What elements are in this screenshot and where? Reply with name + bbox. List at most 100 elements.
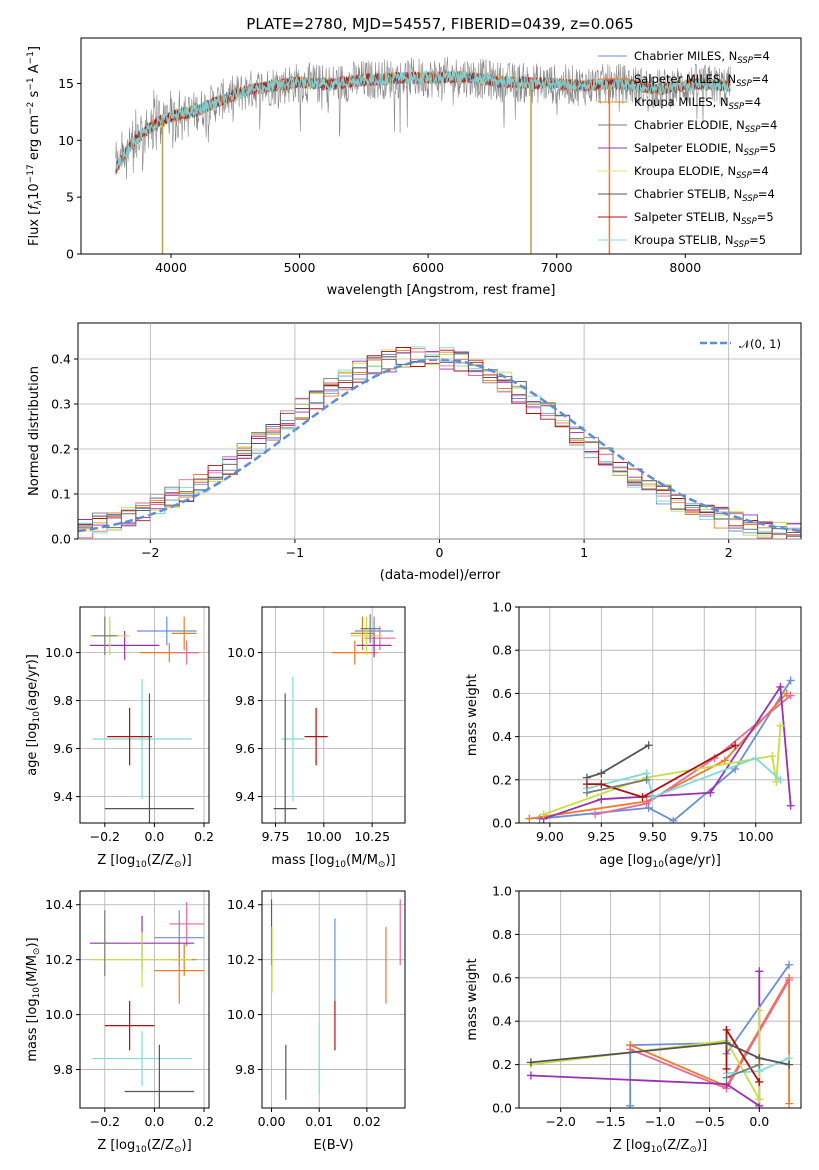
age-vs-z-errorbar-point: [92, 616, 118, 655]
legend-entry: Salpeter ELODIE, NSSP=5: [634, 141, 776, 158]
weight-vs-age-point-marker: [597, 780, 606, 789]
weight-vs-age-point-marker: [638, 793, 647, 802]
weight-vs-z-point-marker: [785, 960, 794, 969]
spectrum-y-label: Flux [fλ10−17 erg cm−2 s−1 A−1]: [26, 46, 44, 246]
age-vs-mass-panel: 9.75 10.00 10.25 9.4 9.6 9.8 10.0 mass [log10(M…: [227, 606, 406, 870]
weight-vs-age-point-marker: [644, 741, 653, 750]
spectrum-legend: Chabrier MILES, NSSP=4 Salpeter MILES, NS…: [598, 49, 777, 250]
mass-vs-z-errorbar-point: [92, 1031, 192, 1087]
mass-vs-z-panel: −0.2 0.0 0.2 9.8 10.0 10.2 10.4 Z [log10(Z/Z⊙)]…: [25, 890, 214, 1155]
weight-vs-age-y-label: mass weight: [465, 674, 480, 756]
legend-entry: Chabrier ELODIE, NSSP=4: [634, 118, 777, 135]
age-vs-mass-y-tick-label: 10.0: [227, 645, 255, 660]
mass-vs-z-y-tick-label: 10.0: [45, 1007, 73, 1022]
mass-vs-z-axes-frame: [79, 890, 210, 1109]
weight-vs-z-point-marker: [526, 1071, 535, 1080]
small-panels: −0.2 0.0 0.2 9.4 9.6 9.8 10.0 Z [log10(Z/Z⊙)] ag…: [25, 600, 802, 1155]
weight-vs-z-point-marker: [755, 1077, 764, 1086]
weight-vs-age-point-marker: [669, 816, 678, 823]
spectrum-x-tick-label: 6000: [412, 260, 444, 275]
mass-vs-z-errorbar-point: [104, 1000, 155, 1051]
mass-vs-z-y-tick-label: 10.2: [45, 952, 73, 967]
weight-vs-age-point-marker: [751, 754, 760, 763]
age-vs-mass-errorbars: [273, 614, 396, 823]
age-vs-z-panel: −0.2 0.0 0.2 9.4 9.6 9.8 10.0 Z [log10(Z/Z⊙)] ag…: [25, 606, 214, 870]
age-vs-z-x-label: Z [log10(Z/Z⊙)]: [97, 853, 191, 870]
weight-vs-z-point-marker: [785, 975, 794, 984]
weight-vs-age-series-line: [586, 778, 647, 794]
weight-vs-z-panel: −2.0 −1.5 −1.0 −0.5 0.0 0.0 0.2 0.4 0.6 0.8 1.0 Z […: [465, 884, 802, 1155]
age-vs-z-errorbar-point: [176, 640, 197, 665]
spectrum-plot: [115, 56, 731, 254]
weight-vs-age-x-tick-label: 9.25: [587, 829, 615, 844]
weight-vs-age-point-marker: [786, 676, 795, 685]
legend-entry: Salpeter STELIB, NSSP=5: [634, 210, 774, 227]
mass-vs-z-y-tick-label: 9.8: [53, 1062, 73, 1077]
weight-vs-z-y-tick-label: 0.4: [492, 1014, 512, 1029]
mass-vs-z-x-tick-label: 0.2: [194, 1114, 214, 1129]
spectrum-panel: 4000 5000 6000 7000 8000 0 5 10 15 Chabrier MILE…: [26, 37, 802, 298]
weight-vs-z-y-tick-label: 0.6: [492, 970, 512, 985]
weight-vs-z-point-marker: [722, 1038, 731, 1047]
age-vs-z-errorbar-point: [104, 693, 195, 823]
mass-vs-ebv-x-tick-label: 0.02: [353, 1114, 381, 1129]
weight-vs-z-x-tick-label: −0.5: [694, 1114, 724, 1129]
weight-vs-z-point-marker: [722, 1073, 731, 1082]
spectrum-y-tick-label: 5: [66, 190, 74, 205]
histogram-x-tick-label: −2: [141, 545, 159, 560]
spectrum-y-tick-label: 0: [66, 247, 74, 262]
weight-vs-age-point-marker: [597, 795, 606, 804]
histogram-y-label: Normed distribution: [27, 366, 42, 496]
mass-vs-ebv-y-tick-label: 10.0: [227, 1007, 255, 1022]
age-vs-mass-errorbar-point: [273, 693, 297, 823]
spectrum-x-label: wavelength [Angstrom, rest frame]: [327, 283, 556, 298]
weight-vs-age-series-line: [586, 744, 736, 799]
age-vs-z-y-tick-label: 10.0: [45, 645, 73, 660]
mass-vs-z-x-tick-label: −0.2: [90, 1114, 120, 1129]
weight-vs-age-point-marker: [731, 741, 740, 750]
spectrum-ticks: 4000 5000 6000 7000 8000 0 5 10 15: [58, 76, 701, 275]
mass-vs-ebv-y-tick-label: 10.2: [227, 952, 255, 967]
spectrum-x-tick-label: 4000: [155, 260, 187, 275]
spectrum-x-tick-label: 7000: [541, 260, 573, 275]
mass-vs-z-errorbar-point: [169, 901, 205, 946]
weight-vs-z-point-marker: [755, 1095, 764, 1104]
mass-vs-ebv-axes-frame: [261, 890, 406, 1109]
age-vs-mass-x-tick-label: 9.75: [262, 829, 290, 844]
weight-vs-z-point-marker: [722, 1064, 731, 1073]
age-vs-z-x-tick-label: 0.0: [144, 829, 164, 844]
age-vs-z-y-tick-label: 9.8: [53, 693, 73, 708]
legend-entry: Kroupa ELODIE, NSSP=4: [634, 164, 769, 181]
weight-vs-age-series-line: [539, 679, 792, 822]
age-vs-mass-errorbar-point: [304, 707, 328, 766]
spectrum-axes-frame: [80, 37, 802, 255]
age-vs-mass-y-tick-label: 9.4: [235, 789, 255, 804]
weight-vs-age-x-tick-label: 9.50: [639, 829, 667, 844]
mass-vs-z-y-label: mass [log10(M/M⊙)]: [25, 937, 42, 1061]
weight-vs-age-axes-frame: [518, 606, 802, 824]
weight-vs-age-lines: [525, 676, 795, 823]
legend-entry: Kroupa STELIB, NSSP=5: [634, 233, 766, 250]
weight-vs-z-axes-frame: [518, 890, 802, 1109]
weight-vs-z-x-tick-label: −1.5: [595, 1114, 625, 1129]
age-vs-mass-errorbar-point: [356, 633, 392, 658]
weight-vs-age-y-tick-label: 0.8: [492, 643, 512, 658]
histogram-x-tick-label: −1: [286, 545, 304, 560]
weight-vs-age-point-marker: [776, 721, 785, 730]
age-vs-mass-x-tick-label: 10.25: [354, 829, 390, 844]
weight-vs-age-point-marker: [525, 814, 534, 823]
mass-vs-ebv-errorbars: [270, 899, 401, 1100]
spectrum-y-tick-label: 10: [58, 133, 74, 148]
weight-vs-z-point-marker: [626, 1101, 635, 1108]
weight-vs-age-point-marker: [642, 775, 651, 784]
age-vs-mass-y-tick-label: 9.6: [235, 741, 255, 756]
histogram-x-label: (data-model)/error: [380, 568, 501, 583]
weight-vs-z-point-marker: [755, 1060, 764, 1069]
weight-vs-age-point-marker: [786, 801, 795, 810]
age-vs-z-y-label: age [log10(age/yr)]: [25, 654, 42, 776]
mass-vs-ebv-x-label: E(B-V): [313, 1138, 353, 1153]
histogram-legend: 𝒩(0, 1): [700, 337, 781, 351]
age-vs-mass-y-tick-label: 9.8: [235, 693, 255, 708]
weight-vs-age-y-tick-label: 0.0: [492, 816, 512, 831]
histogram-y-tick-label: 0.2: [51, 442, 71, 457]
